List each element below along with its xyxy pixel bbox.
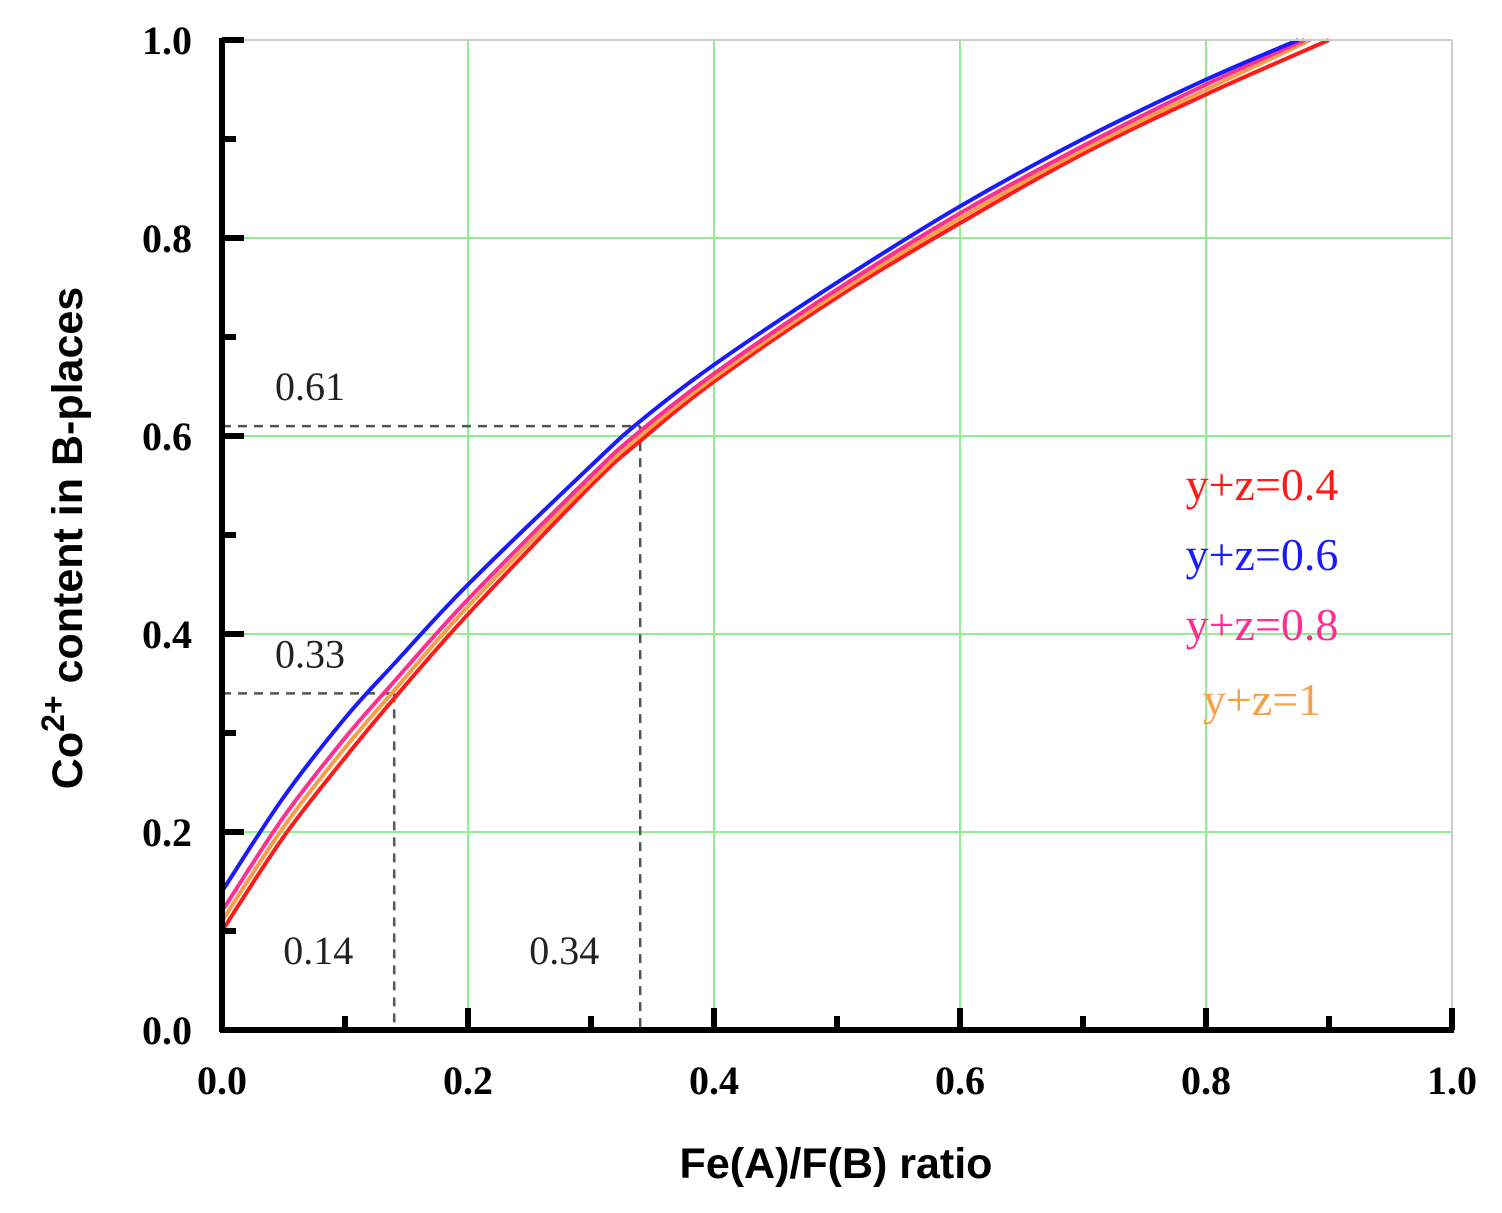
y-axis-title-rest: content in B-places — [44, 287, 92, 696]
y-axis-title-base: Co — [44, 732, 92, 789]
y-tick-label-5: 1.0 — [142, 18, 192, 63]
x-tick-label-4: 0.8 — [1181, 1058, 1231, 1103]
y-tick-label-4: 0.8 — [142, 216, 192, 261]
legend-entry-0: y+z=0.4 — [1186, 459, 1339, 510]
y-axis-title-superscript: 2+ — [35, 695, 71, 731]
x-tick-label-0: 0.0 — [197, 1058, 247, 1103]
reference-x-label-0: 0.14 — [283, 928, 353, 973]
y-tick-label-0: 0.0 — [142, 1008, 192, 1053]
annotations: 0.33 0.14 0.61 0.34 — [275, 364, 599, 973]
reference-x-label-1: 0.34 — [529, 928, 599, 973]
y-tick-label-3: 0.6 — [142, 414, 192, 459]
reference-y-label-1: 0.61 — [275, 364, 345, 409]
reference-lines — [222, 424, 642, 1030]
y-tick-label-2: 0.4 — [142, 612, 192, 657]
x-tick-label-5: 1.0 — [1427, 1058, 1477, 1103]
tick-labels: 0.0 0.2 0.4 0.6 0.8 1.0 0.0 0.2 0.4 0.6 0.8 1.0 — [142, 18, 1477, 1103]
series-lines — [220, 38, 1330, 933]
reference-y-label-0: 0.33 — [275, 631, 345, 676]
legend-entry-2: y+z=0.8 — [1186, 599, 1339, 650]
series-line-2 — [220, 38, 1306, 913]
x-tick-label-2: 0.4 — [689, 1058, 739, 1103]
x-tick-label-1: 0.2 — [443, 1058, 493, 1103]
axes — [219, 37, 1455, 1033]
legend: y+z=0.4 y+z=0.6 y+z=0.8 y+z=1 — [1186, 459, 1339, 725]
x-axis-title: Fe(A)/F(B) ratio — [680, 1140, 993, 1188]
y-axis-title: Co2+ content in B-places — [35, 287, 92, 789]
y-tick-label-1: 0.2 — [142, 810, 192, 855]
legend-entry-3: y+z=1 — [1203, 674, 1321, 725]
series-line-0 — [220, 38, 1330, 933]
legend-entry-1: y+z=0.6 — [1186, 529, 1339, 580]
series-line-1 — [220, 38, 1300, 893]
x-tick-label-3: 0.6 — [935, 1058, 985, 1103]
series-line-3 — [220, 38, 1312, 923]
